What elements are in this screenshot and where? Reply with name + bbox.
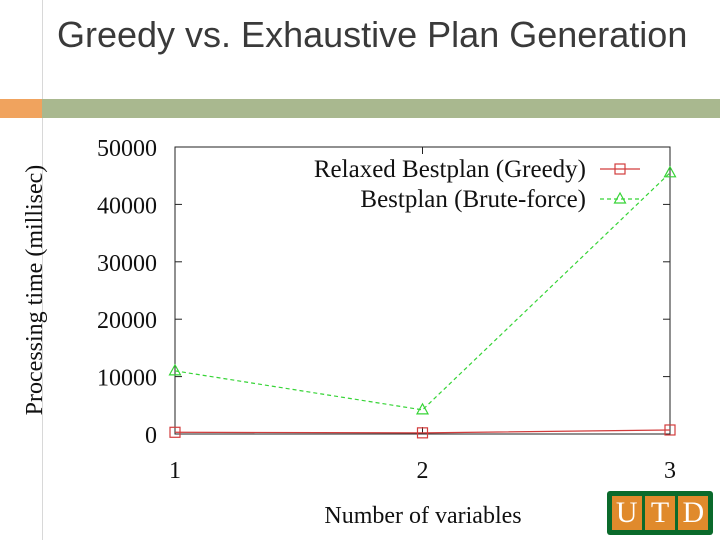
data-point — [663, 165, 677, 178]
x-tick-label: 1 — [169, 458, 181, 484]
y-axis: 0 10000 20000 30000 40000 50000 — [97, 136, 670, 449]
data-point — [664, 424, 676, 436]
legend-label: Bestplan (Brute-force) — [360, 186, 586, 213]
data-point — [613, 191, 627, 204]
data-point — [416, 427, 429, 439]
y-tick-label: 10000 — [97, 366, 157, 392]
x-tick-label: 2 — [417, 458, 429, 484]
slide-left-border — [0, 0, 43, 540]
y-tick-label: 50000 — [97, 136, 157, 162]
series-1 — [168, 165, 677, 415]
line-chart: 0 10000 20000 30000 40000 50000 1 2 3 Relaxed B… — [22, 136, 677, 529]
logo-letter-t: T — [644, 496, 675, 530]
logo-letter-u: U — [611, 496, 642, 530]
series-0 — [169, 424, 676, 439]
title-bar-accent — [0, 99, 42, 118]
data-point — [169, 426, 181, 438]
y-tick-label: 0 — [145, 423, 157, 449]
y-tick-label: 30000 — [97, 251, 157, 277]
utd-logo: U T D — [607, 491, 713, 535]
y-axis-label: Processing time (millisec) — [22, 165, 48, 416]
y-tick-label: 40000 — [97, 193, 157, 219]
logo-letter-d: D — [678, 496, 709, 530]
y-tick-label: 20000 — [97, 308, 157, 334]
series-line — [174, 429, 671, 434]
legend-label: Relaxed Bestplan (Greedy) — [314, 156, 586, 183]
series-layer — [168, 165, 677, 439]
title-bar — [42, 99, 720, 118]
data-point — [614, 163, 626, 175]
x-axis: 1 2 3 — [169, 147, 676, 484]
x-axis-label: Number of variables — [324, 503, 521, 529]
legend: Relaxed Bestplan (Greedy) Bestplan (Brute… — [314, 156, 640, 213]
slide-title: Greedy vs. Exhaustive Plan Generation — [57, 14, 688, 55]
data-point — [168, 363, 182, 376]
x-tick-label: 3 — [664, 458, 676, 484]
series-line — [174, 172, 671, 411]
data-point — [415, 402, 430, 415]
